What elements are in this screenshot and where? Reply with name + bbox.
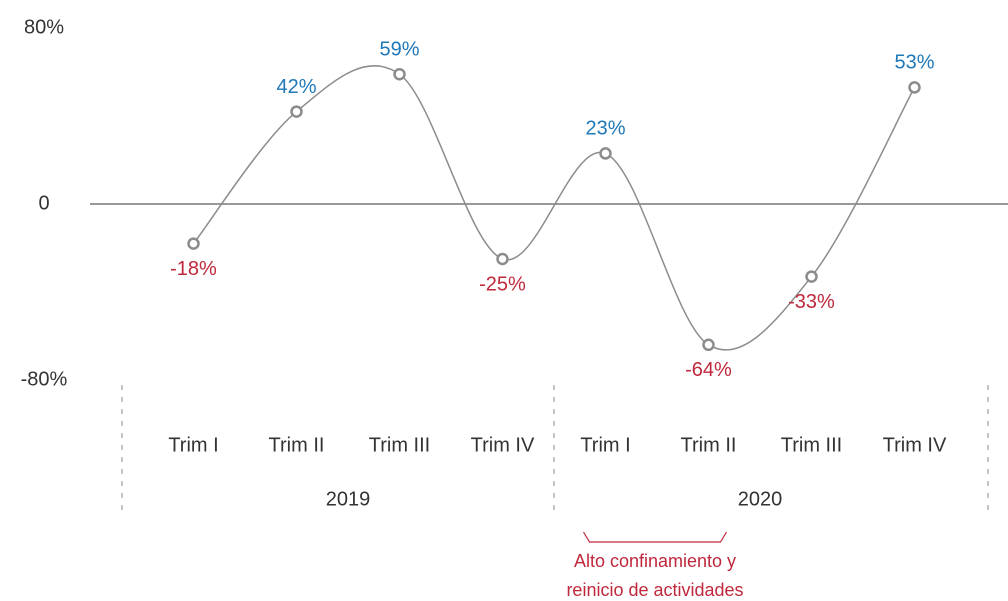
value-label: -64% <box>685 359 732 381</box>
value-label: 23% <box>585 118 625 140</box>
y-tick-label: 0 <box>38 192 49 214</box>
x-tick-label: Trim IV <box>883 434 947 456</box>
annotation: Alto confinamiento y <box>574 551 736 571</box>
y-tick-label: 80% <box>24 16 64 38</box>
point <box>599 147 612 160</box>
x-tick-label: Trim III <box>781 434 842 456</box>
value-label: 53% <box>894 52 934 74</box>
x-tick-label: Trim II <box>681 434 737 456</box>
annotation: reinicio de actividades <box>566 580 743 600</box>
value-label: -33% <box>788 291 835 313</box>
x-group-label: 2019 <box>326 488 371 510</box>
annotation-bracket <box>582 531 728 543</box>
x-tick-label: Trim III <box>369 434 430 456</box>
x-group-label: 2020 <box>738 488 783 510</box>
value-label: -25% <box>479 273 526 295</box>
value-label: 42% <box>276 76 316 98</box>
point <box>393 67 406 81</box>
point <box>908 81 921 94</box>
value-label: -18% <box>170 258 217 280</box>
point <box>187 237 200 250</box>
value-label: 59% <box>379 38 419 60</box>
point <box>496 252 509 266</box>
line <box>192 64 916 351</box>
point <box>702 338 715 352</box>
x-tick-label: Trim I <box>168 434 218 456</box>
x-tick-label: Trim I <box>580 434 630 456</box>
y-tick-label: -80% <box>21 368 68 390</box>
point <box>290 105 303 118</box>
x-tick-label: Trim II <box>269 434 325 456</box>
point <box>805 270 818 283</box>
x-tick-label: Trim IV <box>471 434 535 456</box>
